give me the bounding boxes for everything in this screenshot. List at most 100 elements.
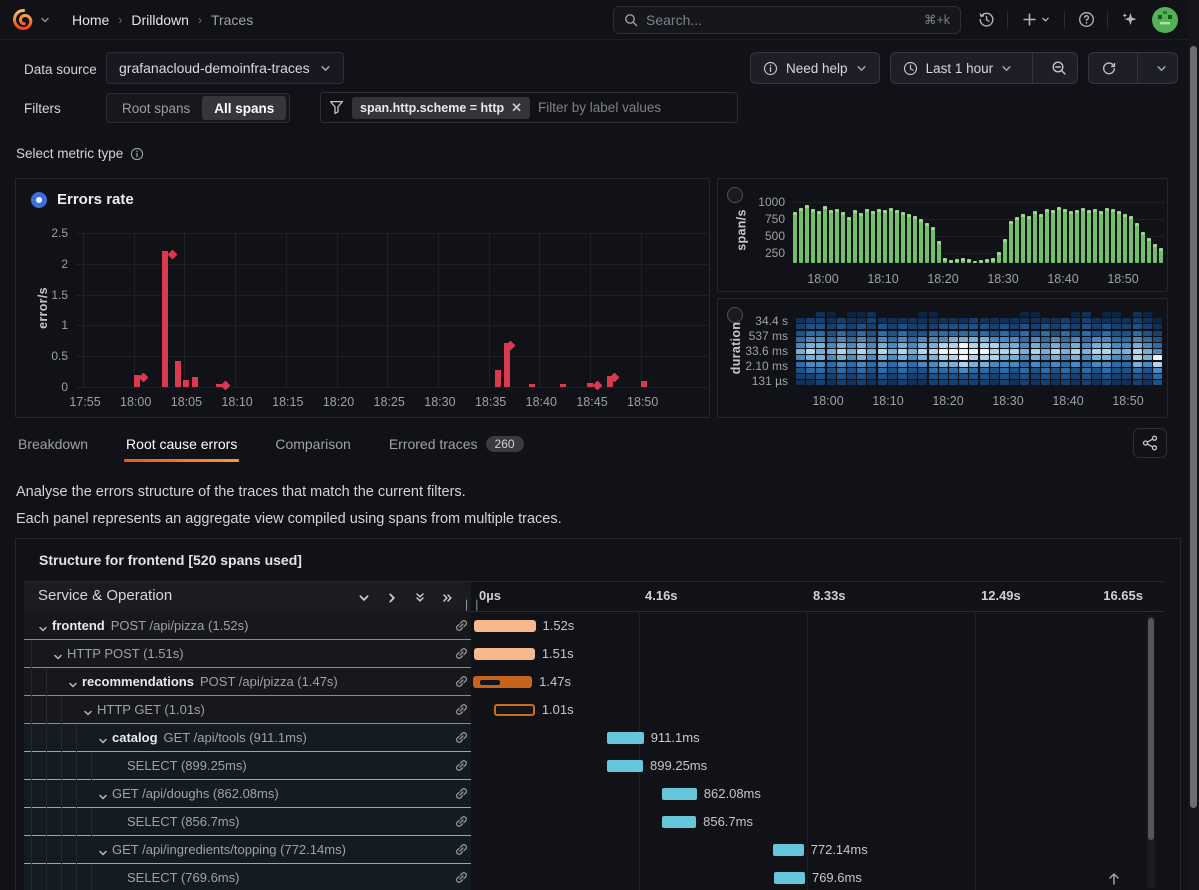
need-help-label: Need help bbox=[786, 61, 848, 76]
service-operation-cell[interactable]: SELECT (899.25ms) bbox=[24, 752, 471, 780]
table-row[interactable]: SELECT (856.7ms)856.7ms bbox=[24, 808, 1164, 836]
refresh-interval-dropdown[interactable] bbox=[1146, 63, 1177, 74]
segment-root-spans[interactable]: Root spans bbox=[110, 96, 202, 120]
table-row[interactable]: recommendationsPOST /api/pizza (1.47s)1.… bbox=[24, 668, 1164, 696]
duration-bar[interactable] bbox=[474, 648, 534, 660]
search-input[interactable]: Search... ⌘+k bbox=[613, 6, 961, 34]
page-scrollbar-thumb[interactable] bbox=[1190, 46, 1197, 808]
datasource-select[interactable]: grafanacloud-demoinfra-traces bbox=[106, 52, 344, 84]
time-range-picker[interactable]: Last 1 hour bbox=[891, 61, 1025, 76]
service-operation-cell[interactable]: GET /api/ingredients/topping (772.14ms) bbox=[24, 836, 471, 864]
refresh-button[interactable] bbox=[1089, 60, 1129, 76]
tree-header: Service & Operation ❘❘ 0µs4.16s8. bbox=[24, 582, 1164, 612]
tree-scrollbar-thumb[interactable] bbox=[1148, 618, 1154, 840]
service-operation-cell[interactable]: HTTP GET (1.01s) bbox=[24, 696, 471, 724]
tab-comparison[interactable]: Comparison bbox=[273, 428, 352, 460]
trace-link-icon[interactable] bbox=[454, 702, 469, 720]
trace-link-icon[interactable] bbox=[454, 786, 469, 804]
row-collapse-chevron-icon[interactable] bbox=[68, 677, 78, 693]
collapse-all-icon[interactable] bbox=[412, 590, 428, 606]
service-operation-cell[interactable]: GET /api/doughs (862.08ms) bbox=[24, 780, 471, 808]
ai-assistant-icon[interactable] bbox=[1114, 6, 1144, 34]
heatmap-cell bbox=[959, 355, 968, 360]
heatmap-cell bbox=[806, 374, 815, 379]
table-row[interactable]: catalogGET /api/tools (911.1ms)911.1ms bbox=[24, 724, 1164, 752]
clock-icon bbox=[903, 61, 918, 76]
user-avatar[interactable] bbox=[1152, 7, 1178, 33]
info-circle-icon[interactable] bbox=[130, 147, 144, 161]
remove-filter-icon[interactable]: ✕ bbox=[511, 100, 522, 116]
trace-link-icon[interactable] bbox=[454, 646, 469, 664]
breadcrumb-home[interactable]: Home bbox=[72, 12, 109, 28]
org-switcher-chevron-icon[interactable] bbox=[40, 12, 50, 28]
grid-line bbox=[590, 231, 591, 387]
scroll-to-top-button[interactable] bbox=[1106, 871, 1122, 890]
chevron-down-icon bbox=[320, 63, 331, 74]
heatmap-cell bbox=[1143, 312, 1152, 317]
breadcrumb-drilldown[interactable]: Drilldown bbox=[131, 12, 189, 28]
service-operation-cell[interactable]: recommendationsPOST /api/pizza (1.47s) bbox=[24, 668, 471, 696]
service-operation-cell[interactable]: frontendPOST /api/pizza (1.52s) bbox=[24, 612, 471, 640]
duration-bar[interactable] bbox=[607, 760, 643, 772]
heatmap-cell bbox=[827, 343, 836, 348]
row-collapse-chevron-icon[interactable] bbox=[98, 845, 108, 861]
tab-root-cause-errors[interactable]: Root cause errors bbox=[124, 428, 239, 460]
trace-link-icon[interactable] bbox=[454, 730, 469, 748]
trace-link-icon[interactable] bbox=[454, 674, 469, 692]
table-row[interactable]: frontendPOST /api/pizza (1.52s)1.52s bbox=[24, 612, 1164, 640]
tab-breakdown[interactable]: Breakdown bbox=[16, 428, 90, 460]
collapse-level-icon[interactable] bbox=[356, 590, 372, 606]
expand-all-icon[interactable] bbox=[440, 590, 456, 606]
row-collapse-chevron-icon[interactable] bbox=[53, 649, 63, 665]
tab-errored-traces[interactable]: Errored traces260 bbox=[387, 428, 526, 460]
heatmap-cell bbox=[1143, 368, 1152, 373]
trace-link-icon[interactable] bbox=[454, 842, 469, 860]
errors-rate-panel[interactable]: Errors rate 00.511.522.517:5518:0018:051… bbox=[15, 178, 710, 418]
heatmap-cell bbox=[837, 374, 846, 379]
heatmap-cell bbox=[827, 337, 836, 342]
label-filter-input[interactable]: span.http.scheme = http ✕ Filter by labe… bbox=[320, 92, 738, 123]
table-row[interactable]: HTTP POST (1.51s)1.51s bbox=[24, 640, 1164, 668]
row-collapse-chevron-icon[interactable] bbox=[98, 733, 108, 749]
duration-bar[interactable] bbox=[607, 732, 644, 744]
row-collapse-chevron-icon[interactable] bbox=[38, 621, 48, 637]
row-collapse-chevron-icon[interactable] bbox=[83, 705, 93, 721]
span-rate-panel[interactable]: 250500750100018:0018:1018:2018:3018:4018… bbox=[717, 178, 1168, 292]
table-row[interactable]: SELECT (769.6ms)769.6ms bbox=[24, 864, 1164, 890]
row-collapse-chevron-icon[interactable] bbox=[98, 789, 108, 805]
service-operation-cell[interactable]: catalogGET /api/tools (911.1ms) bbox=[24, 724, 471, 752]
duration-bar[interactable] bbox=[662, 788, 697, 800]
duration-bar[interactable] bbox=[473, 676, 532, 688]
service-operation-cell[interactable]: HTTP POST (1.51s) bbox=[24, 640, 471, 668]
duration-bar[interactable] bbox=[662, 816, 696, 828]
duration-panel[interactable]: 34.4 s537 ms33.6 ms2.10 ms131 µs18:0018:… bbox=[717, 298, 1168, 418]
history-icon[interactable] bbox=[971, 6, 1001, 34]
table-row[interactable]: SELECT (899.25ms)899.25ms bbox=[24, 752, 1164, 780]
heatmap-cell bbox=[1102, 380, 1111, 385]
share-button[interactable] bbox=[1133, 428, 1167, 458]
trace-link-icon[interactable] bbox=[454, 870, 469, 888]
duration-bar[interactable] bbox=[773, 844, 804, 856]
grafana-logo[interactable] bbox=[12, 8, 35, 31]
trace-link-icon[interactable] bbox=[454, 814, 469, 832]
zoom-out-time-button[interactable] bbox=[1041, 60, 1077, 76]
trace-link-icon[interactable] bbox=[454, 618, 469, 636]
duration-bar[interactable] bbox=[474, 620, 535, 632]
duration-bar[interactable] bbox=[494, 704, 535, 716]
service-operation-cell[interactable]: SELECT (856.7ms) bbox=[24, 808, 471, 836]
table-row[interactable]: GET /api/doughs (862.08ms)862.08ms bbox=[24, 780, 1164, 808]
help-icon[interactable] bbox=[1071, 6, 1101, 34]
segment-all-spans[interactable]: All spans bbox=[202, 96, 286, 120]
filter-chip[interactable]: span.http.scheme = http ✕ bbox=[352, 97, 530, 119]
heatmap-cell bbox=[1041, 324, 1050, 329]
table-row[interactable]: GET /api/ingredients/topping (772.14ms)7… bbox=[24, 836, 1164, 864]
need-help-button[interactable]: Need help bbox=[750, 52, 880, 84]
table-row[interactable]: HTTP GET (1.01s)1.01s bbox=[24, 696, 1164, 724]
expand-level-icon[interactable] bbox=[384, 590, 400, 606]
service-operation-cell[interactable]: SELECT (769.6ms) bbox=[24, 864, 471, 890]
duration-bar[interactable] bbox=[774, 872, 805, 884]
trace-link-icon[interactable] bbox=[454, 758, 469, 776]
heatmap-cell bbox=[816, 337, 825, 342]
heatmap-cell bbox=[1031, 343, 1040, 348]
new-menu-button[interactable] bbox=[1014, 6, 1058, 34]
